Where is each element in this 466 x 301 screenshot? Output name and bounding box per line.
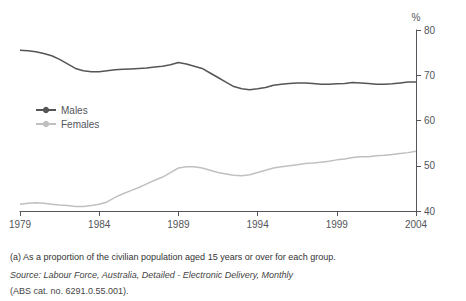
svg-text:(a) As a proportion of the civ: (a) As a proportion of the civilian popu… xyxy=(10,252,336,262)
svg-text:1989: 1989 xyxy=(167,219,190,230)
svg-text:80: 80 xyxy=(424,25,436,36)
svg-text:Source: Labour Force, Australi: Source: Labour Force, Australia, Detaile… xyxy=(10,270,294,280)
svg-text:1979: 1979 xyxy=(9,219,32,230)
svg-text:Males: Males xyxy=(61,105,88,116)
svg-text:Females: Females xyxy=(61,119,99,130)
svg-text:1999: 1999 xyxy=(326,219,349,230)
svg-text:50: 50 xyxy=(424,160,436,171)
svg-text:40: 40 xyxy=(424,206,436,217)
svg-text:%: % xyxy=(412,12,421,23)
svg-text:1994: 1994 xyxy=(246,219,269,230)
svg-text:(ABS cat. no. 6291.0.55.001).: (ABS cat. no. 6291.0.55.001). xyxy=(10,286,129,296)
svg-text:70: 70 xyxy=(424,70,436,81)
svg-text:2004: 2004 xyxy=(405,219,428,230)
svg-text:60: 60 xyxy=(424,115,436,126)
svg-text:1984: 1984 xyxy=(88,219,111,230)
